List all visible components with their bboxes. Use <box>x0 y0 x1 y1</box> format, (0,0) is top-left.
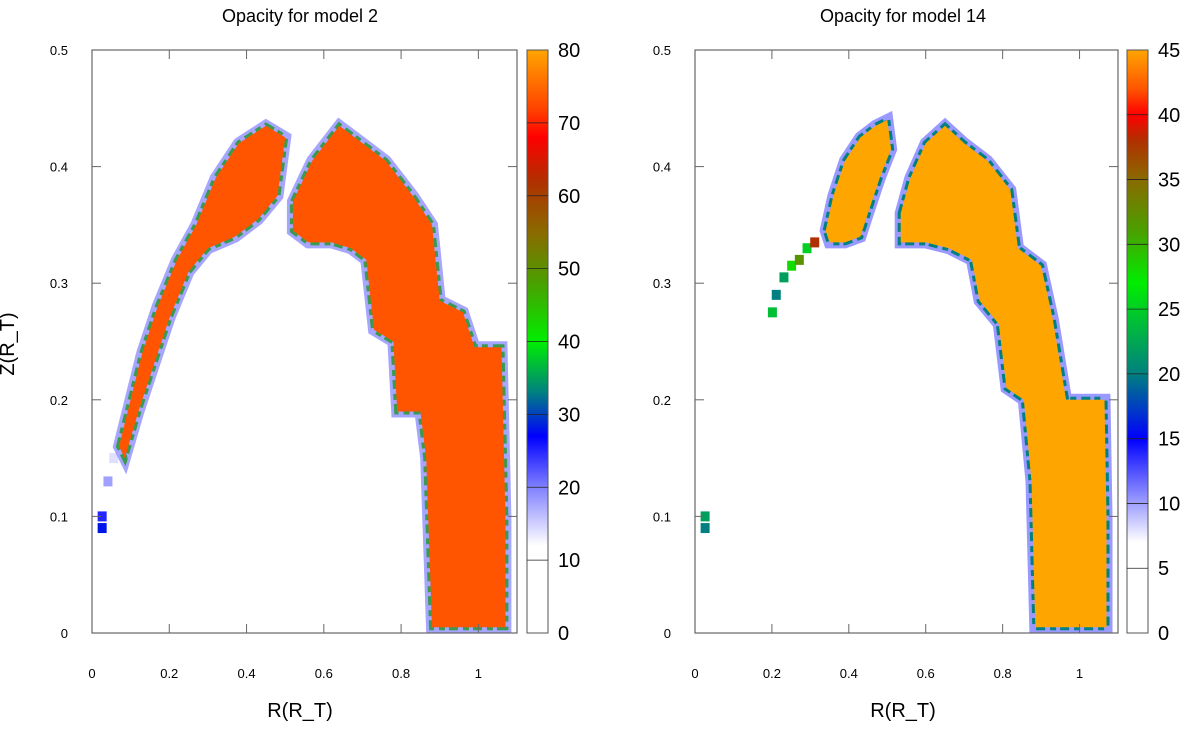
x-tick-label: 1 <box>1076 666 1083 681</box>
heatmap-cell <box>771 289 781 300</box>
colorbar-tick-label: 20 <box>1158 364 1180 386</box>
x-tick-label: 0 <box>88 666 95 681</box>
heatmap-cell <box>700 523 710 534</box>
y-tick-label: 0 <box>664 626 671 641</box>
colorbar-tick-label: 40 <box>1158 105 1180 127</box>
x-tick-label: 0.8 <box>994 666 1012 681</box>
colorbar-tick-label: 0 <box>1158 623 1169 645</box>
colorbar-tick-label: 70 <box>558 113 580 135</box>
chart-panel-1: Opacity for model 20 0.2 0.4 0.6 0.8 100.10.2… <box>0 6 580 722</box>
region-core-left-arm <box>825 120 892 243</box>
y-tick-label: 0.4 <box>653 160 671 175</box>
x-tick-label: 1 <box>475 666 482 681</box>
y-axis-label: Z(R_T) <box>0 312 19 375</box>
colorbar-tick-label: 10 <box>558 550 580 572</box>
heatmap-cell <box>97 523 107 534</box>
heatmap-cell <box>794 254 804 265</box>
heatmap-cell <box>103 476 113 487</box>
colorbar-tick-label: 30 <box>1158 234 1180 256</box>
chart-title: Opacity for model 2 <box>222 6 378 26</box>
colorbar-tick-label: 60 <box>558 186 580 208</box>
heatmap-cell <box>109 453 119 464</box>
x-tick-label: 0.6 <box>917 666 935 681</box>
heatmap-cell <box>97 511 107 522</box>
heatmap-cell <box>787 260 797 271</box>
colorbar-tick-label: 80 <box>558 40 580 62</box>
colorbar-tick-label: 30 <box>558 404 580 426</box>
y-tick-label: 0.4 <box>50 160 68 175</box>
colorbar-tick-label: 0 <box>558 623 569 645</box>
x-tick-label: 0.8 <box>392 666 410 681</box>
y-tick-label: 0.3 <box>50 276 68 291</box>
y-tick-label: 0 <box>61 626 68 641</box>
plot-area <box>97 117 512 633</box>
colorbar-tick-label: 35 <box>1158 170 1180 192</box>
colorbar-tick-label: 40 <box>558 332 580 354</box>
y-tick-label: 0.1 <box>653 509 671 524</box>
y-tick-label: 0.5 <box>653 43 671 58</box>
plot-area <box>700 110 1113 633</box>
colorbar-tick-label: 10 <box>1158 493 1180 515</box>
region-core-right-arch <box>900 125 1107 628</box>
colorbar <box>1126 49 1149 634</box>
x-tick-label: 0.4 <box>840 666 858 681</box>
x-tick-label: 0 <box>691 666 698 681</box>
heatmap-cell <box>700 511 710 522</box>
heatmap-cell <box>767 307 777 318</box>
chart-title: Opacity for model 14 <box>820 6 986 26</box>
y-tick-label: 0.2 <box>50 393 68 408</box>
y-tick-label: 0.1 <box>50 509 68 524</box>
y-tick-label: 0.3 <box>653 276 671 291</box>
x-axis-label: R(R_T) <box>870 700 936 722</box>
colorbar-tick-label: 20 <box>558 477 580 499</box>
colorbar-tick-label: 15 <box>1158 429 1180 451</box>
colorbar-tick-label: 25 <box>1158 299 1180 321</box>
colorbar-tick-label: 5 <box>1158 558 1169 580</box>
heatmap-cell <box>802 243 812 254</box>
chart-panel-2: Opacity for model 140 0.2 0.4 0.6 0.8 100.10.… <box>653 6 1180 722</box>
y-tick-label: 0.2 <box>653 393 671 408</box>
x-tick-label: 0.6 <box>315 666 333 681</box>
colorbar-tick-label: 45 <box>1158 40 1180 62</box>
heatmap-cell <box>779 272 789 283</box>
heatmap-cell <box>810 237 820 248</box>
plot-frame <box>694 49 1119 634</box>
x-axis-label: R(R_T) <box>267 700 333 722</box>
region-core-right-arch <box>292 125 506 628</box>
x-tick-label: 0.4 <box>238 666 256 681</box>
y-tick-label: 0.5 <box>50 43 68 58</box>
region-core-left-arm <box>119 125 286 459</box>
x-tick-label: 0.2 <box>763 666 781 681</box>
colorbar-tick-label: 50 <box>558 259 580 281</box>
x-tick-label: 0.2 <box>160 666 178 681</box>
plot-frame <box>91 49 518 634</box>
